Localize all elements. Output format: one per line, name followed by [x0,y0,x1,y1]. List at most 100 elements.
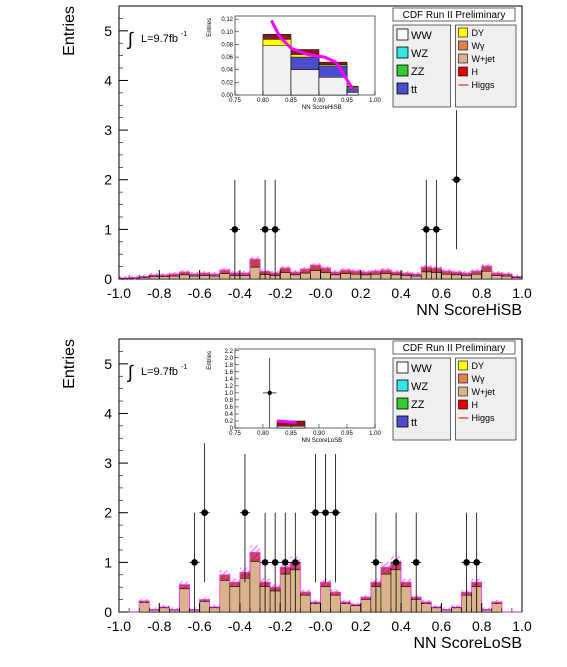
y-tick-label: 5 [104,356,112,372]
bin-wjet [390,274,402,280]
inset-bin-ww [318,77,348,96]
inset-x-tick-label: 0.75 [229,431,241,437]
bin-wjet [310,270,321,280]
x-tick-label: 0.4 [391,618,411,634]
legend-label: Higgs [472,80,496,90]
inset-x-tick-label: 0.90 [313,98,325,104]
legend-label: WZ [411,48,428,60]
legend-label: H [472,67,479,77]
data-point [372,559,380,566]
data-point [261,559,269,566]
legend-label: tt [411,417,417,429]
inset-x-tick-label: 0.95 [341,431,353,437]
bin-wjet [300,594,311,613]
header-box [392,7,516,22]
legend-label: Wγ [472,41,485,51]
legend-swatch [396,82,409,95]
legend-label: DY [472,361,485,371]
y-tick-label: 2 [104,505,112,521]
data-point [261,226,269,233]
x-tick-label: 0.8 [472,285,492,301]
inset-higgs-curve [270,19,354,90]
y-tick-label: 4 [104,72,112,88]
inset-x-tick-label: 0.85 [285,98,297,104]
legend-swatch [458,373,468,384]
inset-x-tick-label: 0.80 [257,98,269,104]
header-box [392,340,516,355]
x-tick-label: 0.8 [472,618,492,634]
legend-swatch [458,386,468,397]
bin-wjet [199,601,210,613]
bin-wjet [320,272,331,280]
bin-wjet [340,603,351,613]
data-point [241,509,249,517]
legend-label: ZZ [411,399,425,411]
x-tick-label: 0.6 [432,285,452,301]
y-tick-label: 3 [104,455,112,471]
legend-right-box [455,357,517,441]
bin-wjet [239,275,251,280]
legend-label: Wγ [472,374,485,384]
bin-wjet [300,272,311,280]
x-tick-label: 0.2 [351,618,371,634]
bin-wjet [441,273,452,280]
legend-swatch [458,66,468,77]
bin-wjet [380,273,392,280]
y-tick-label: 0 [104,604,112,620]
inset-y-tick-label: 2.2 [225,349,234,355]
data-point [191,559,198,566]
legend-label: WW [411,30,432,42]
inset-bin-ww [262,45,292,96]
data-point [271,559,279,566]
x-tick-label: -0.8 [147,285,171,301]
bin-wjet [360,599,372,613]
x-tick-label: 0.2 [351,285,371,301]
x-axis-title: NN ScoreLoSB [414,635,523,652]
bin-wjet [179,274,190,280]
y-tick-label: 0 [104,271,112,287]
x-tick-label: 1.0 [512,618,532,634]
header-text: CDF Run II Preliminary [403,343,506,354]
bin-wjet [491,275,503,280]
y-tick-label: 1 [104,554,112,570]
bin-wjet [461,275,472,280]
inset-y-tick-label: 0.6 [225,405,234,411]
legend-swatch [396,397,409,410]
bin-wjet [380,573,392,613]
legend-swatch [396,28,409,41]
inset-y-tick-label: 0.8 [225,398,234,404]
legend-swatch [458,53,468,64]
x-tick-label: -0.6 [188,285,212,301]
legend-swatch [458,40,468,51]
integral-sign: ∫ [126,29,134,49]
inset-y-tick-label: 1.4 [225,377,234,383]
legend-swatch [458,399,468,410]
inset-y-tick-label: 0.02 [221,80,233,86]
bin-wjet [320,586,331,613]
bin-wjet [400,275,412,280]
integral-sign: ∫ [126,362,134,382]
x-tick-label: -0.2 [268,285,292,301]
inset-x-tick-label: 0.90 [313,431,325,437]
total-outline [119,258,522,279]
x-tick-label: -0.6 [188,618,212,634]
legend-swatch [396,361,409,374]
inset-x-tick-label: 0.75 [229,98,241,104]
bin-wjet [451,274,462,280]
legend-label: H [472,400,479,410]
inset-y-tick-label: 1.0 [225,391,234,397]
bin-wjet [350,273,362,280]
inset-y-tick-label: 0.08 [221,42,233,48]
bin-wjet [501,275,513,280]
bin-wjet [219,273,231,280]
data-point [453,176,460,184]
legend-swatch [458,27,468,38]
legend-label: W+jet [472,387,496,397]
y-tick-label: 1 [104,221,112,237]
data-point [473,559,480,566]
lumi-exponent: -1 [181,364,187,371]
header-text: CDF Run II Preliminary [403,10,506,21]
bin-wjet [350,605,362,613]
x-tick-label: 0.6 [432,618,452,634]
